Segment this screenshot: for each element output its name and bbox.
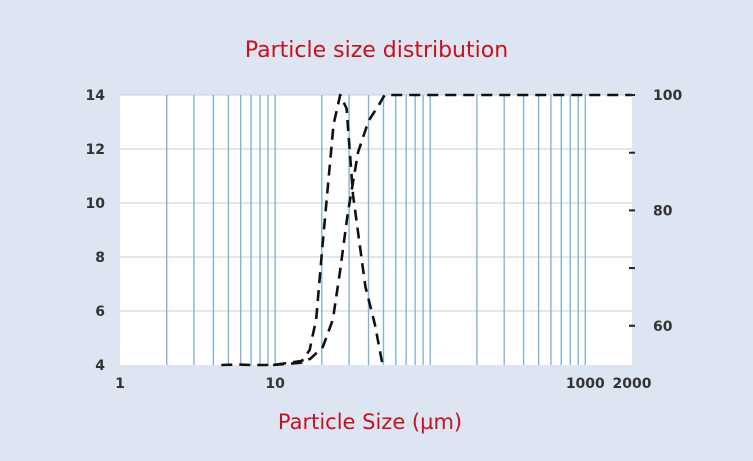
y-tick-label: 10 [86, 196, 106, 212]
horizontal-grid [120, 94, 632, 312]
y2-tick-label: 80 [653, 203, 673, 219]
x-axis-title: Particle Size (µm) [277, 410, 463, 434]
y-tick-label: 12 [86, 142, 105, 158]
y2-tick-label: 60 [653, 319, 673, 335]
vertical-grid [165, 95, 587, 365]
y2-tick-label: 100 [653, 88, 682, 104]
cumulative-curve [272, 93, 632, 367]
left-axis-ticks: 4 6 8 10 12 14 [86, 88, 106, 374]
x-tick-label: 10 [265, 376, 285, 392]
distribution-curve [221, 93, 384, 367]
x-axis-ticks: 1 10 1000 2000 [115, 376, 652, 392]
plot-area [120, 95, 632, 365]
series-layer [221, 93, 632, 367]
y-tick-label: 4 [95, 358, 105, 374]
chart-title: Particle size distribution [244, 38, 509, 63]
y-tick-label: 8 [95, 250, 105, 266]
y-tick-label: 14 [86, 88, 106, 104]
y-tick-label: 6 [95, 304, 105, 320]
x-tick-label: 1 [115, 376, 125, 392]
x-tick-label: 2000 [613, 376, 652, 392]
right-axis-ticks: 60 80 100 [629, 88, 682, 335]
x-tick-label: 1000 [566, 376, 605, 392]
